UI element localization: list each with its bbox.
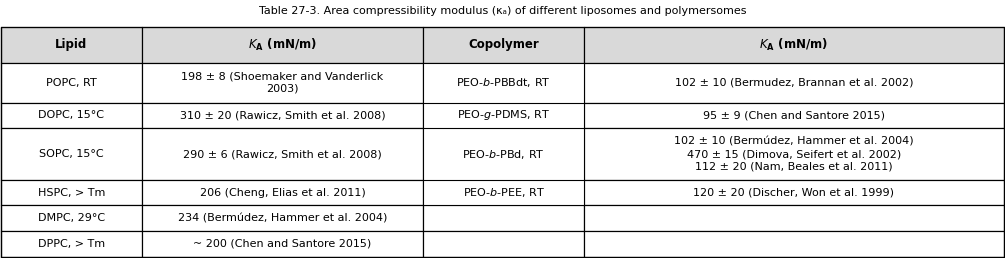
Bar bbox=[423, 103, 584, 128]
Bar bbox=[423, 63, 584, 103]
Text: $\mathit{K}$$_\mathbf{A}$ (mN/m): $\mathit{K}$$_\mathbf{A}$ (mN/m) bbox=[760, 37, 828, 53]
Text: DPPC, > Tm: DPPC, > Tm bbox=[38, 239, 105, 249]
Bar bbox=[423, 128, 584, 180]
Bar bbox=[1, 103, 142, 128]
Bar bbox=[1, 180, 142, 205]
Text: DMPC, 29°C: DMPC, 29°C bbox=[38, 213, 105, 223]
Bar bbox=[423, 103, 584, 128]
Text: PEO-$\it{b}$-PBBdt, RT: PEO-$\it{b}$-PBBdt, RT bbox=[456, 76, 551, 89]
Text: Copolymer: Copolymer bbox=[468, 38, 539, 51]
Bar bbox=[584, 27, 1004, 63]
Bar bbox=[142, 180, 423, 205]
Bar bbox=[584, 128, 1004, 180]
Bar bbox=[584, 205, 1004, 231]
Bar bbox=[423, 63, 584, 103]
Text: PEO-b-PEE, RT: PEO-b-PEE, RT bbox=[464, 188, 543, 198]
Text: 95 ± 9 (Chen and Santore 2015): 95 ± 9 (Chen and Santore 2015) bbox=[702, 110, 885, 120]
Text: Table 27-3. Area compressibility modulus (κₐ) of different liposomes and polymer: Table 27-3. Area compressibility modulus… bbox=[258, 6, 747, 16]
Bar bbox=[142, 128, 423, 180]
Text: SOPC, 15°C: SOPC, 15°C bbox=[39, 149, 104, 159]
Bar bbox=[142, 27, 423, 63]
Bar bbox=[423, 231, 584, 257]
Bar bbox=[1, 27, 142, 63]
Bar bbox=[423, 27, 584, 63]
Bar bbox=[1, 27, 1004, 257]
Text: 120 ± 20 (Discher, Won et al. 1999): 120 ± 20 (Discher, Won et al. 1999) bbox=[693, 188, 894, 198]
Bar bbox=[142, 205, 423, 231]
Bar bbox=[1, 63, 142, 103]
Bar bbox=[584, 63, 1004, 103]
Text: 290 ± 6 (Rawicz, Smith et al. 2008): 290 ± 6 (Rawicz, Smith et al. 2008) bbox=[183, 149, 382, 159]
Text: POPC, RT: POPC, RT bbox=[46, 78, 96, 88]
Text: PEO-$\it{b}$-PBd, RT: PEO-$\it{b}$-PBd, RT bbox=[462, 148, 545, 160]
Bar bbox=[1, 128, 142, 180]
Text: ~ 200 (Chen and Santore 2015): ~ 200 (Chen and Santore 2015) bbox=[193, 239, 372, 249]
Text: 234 (Bermúdez, Hammer et al. 2004): 234 (Bermúdez, Hammer et al. 2004) bbox=[178, 213, 387, 223]
Bar bbox=[423, 128, 584, 180]
Bar bbox=[142, 231, 423, 257]
Bar bbox=[1, 205, 142, 231]
Text: 310 ± 20 (Rawicz, Smith et al. 2008): 310 ± 20 (Rawicz, Smith et al. 2008) bbox=[180, 110, 385, 120]
Bar bbox=[584, 103, 1004, 128]
Text: PEO-$\it{g}$-PDMS, RT: PEO-$\it{g}$-PDMS, RT bbox=[457, 108, 550, 123]
Text: PEO-b-PBBdt, RT: PEO-b-PBBdt, RT bbox=[457, 78, 550, 88]
Text: DOPC, 15°C: DOPC, 15°C bbox=[38, 110, 105, 120]
Bar bbox=[423, 180, 584, 205]
Text: 206 (Cheng, Elias et al. 2011): 206 (Cheng, Elias et al. 2011) bbox=[200, 188, 365, 198]
Text: PEO-g-PDMS, RT: PEO-g-PDMS, RT bbox=[458, 110, 549, 120]
Bar bbox=[1, 231, 142, 257]
Text: 198 ± 8 (Shoemaker and Vanderlick
2003): 198 ± 8 (Shoemaker and Vanderlick 2003) bbox=[181, 71, 384, 94]
Bar bbox=[584, 231, 1004, 257]
Text: $\mathit{K}$$_\mathbf{A}$ (mN/m): $\mathit{K}$$_\mathbf{A}$ (mN/m) bbox=[248, 37, 317, 53]
Text: HSPC, > Tm: HSPC, > Tm bbox=[37, 188, 106, 198]
Bar bbox=[423, 180, 584, 205]
Bar bbox=[584, 180, 1004, 205]
Text: 102 ± 10 (Bermudez, Brannan et al. 2002): 102 ± 10 (Bermudez, Brannan et al. 2002) bbox=[674, 78, 914, 88]
Bar bbox=[142, 103, 423, 128]
Text: PEO-$\it{b}$-PEE, RT: PEO-$\it{b}$-PEE, RT bbox=[462, 186, 545, 199]
Text: Lipid: Lipid bbox=[55, 38, 87, 51]
Text: PEO-b-PBd, RT: PEO-b-PBd, RT bbox=[463, 149, 544, 159]
Bar bbox=[142, 63, 423, 103]
Text: 102 ± 10 (Bermúdez, Hammer et al. 2004)
470 ± 15 (Dimova, Seifert et al. 2002)
1: 102 ± 10 (Bermúdez, Hammer et al. 2004) … bbox=[674, 137, 914, 171]
Bar bbox=[423, 205, 584, 231]
